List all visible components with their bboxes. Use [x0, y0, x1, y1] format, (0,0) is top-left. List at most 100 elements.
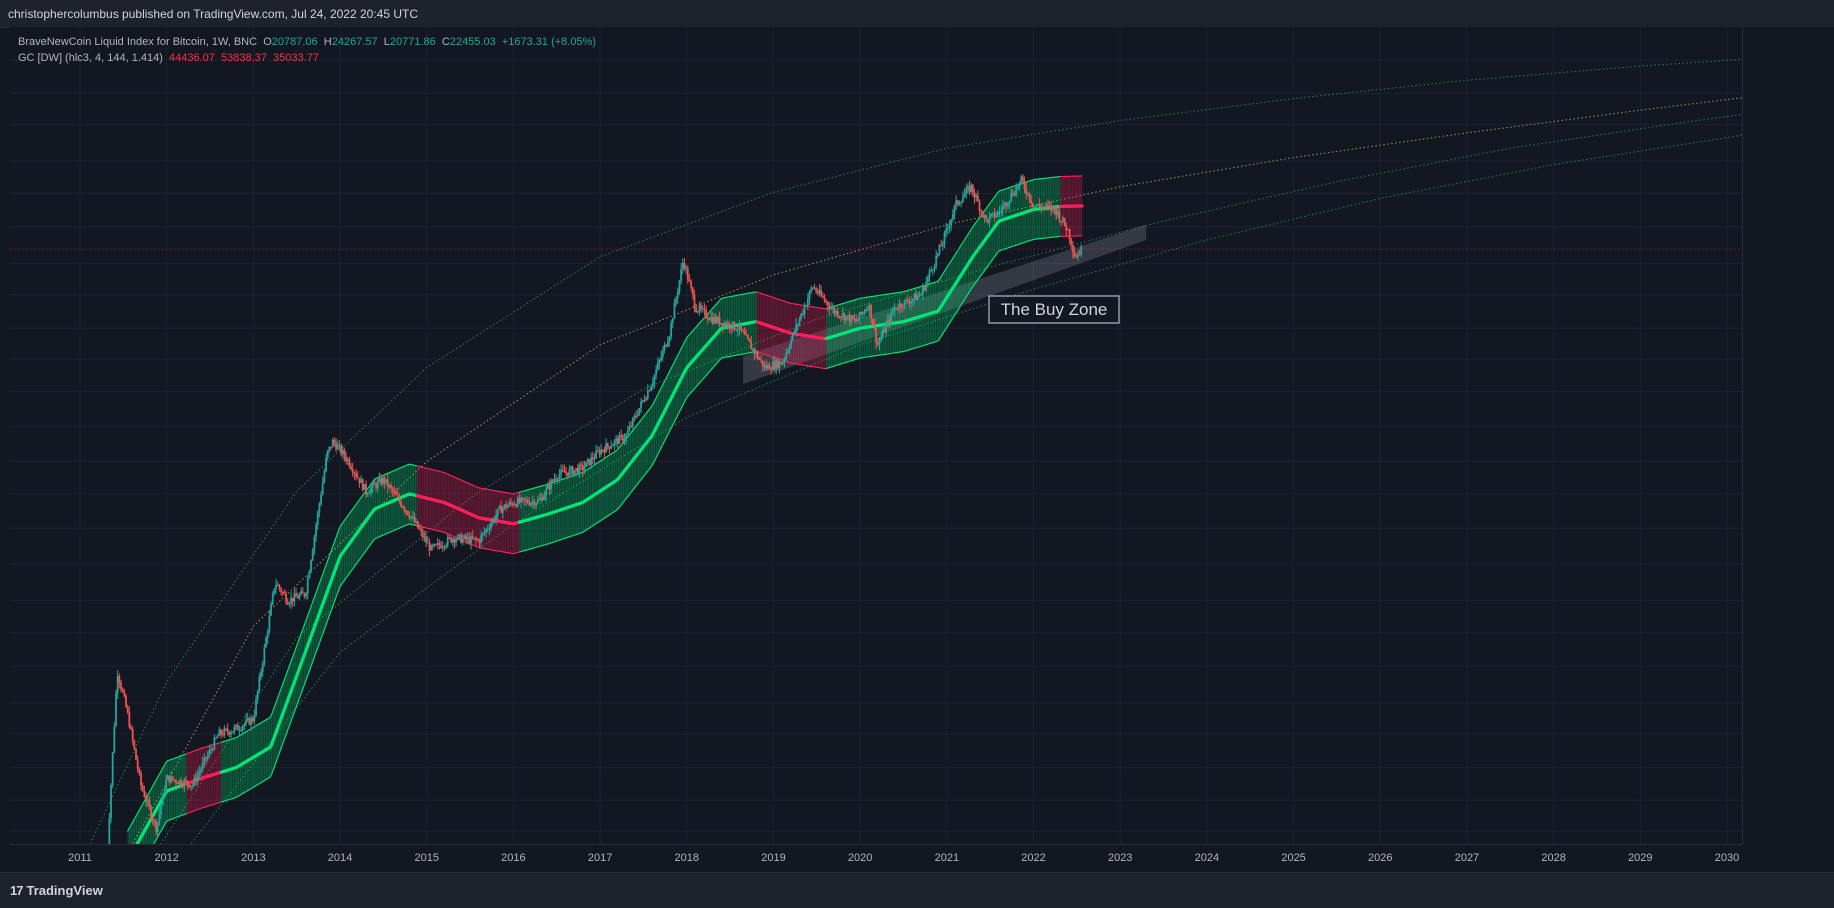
candle-body [1075, 256, 1077, 257]
candle-body [589, 459, 591, 465]
candle-body [1004, 203, 1006, 206]
candle-body [620, 435, 622, 436]
legend-indicator: GC [DW] (hlc3, 4, 144, 1.414) [18, 52, 163, 64]
candle-body [752, 349, 754, 350]
candle-body [113, 726, 115, 753]
candle-body [965, 189, 967, 194]
candle-body [207, 755, 209, 759]
candle-body [133, 740, 135, 749]
candle-body [1060, 221, 1062, 222]
candle-body [940, 245, 942, 246]
candle-body [1007, 204, 1009, 206]
candle-body [1030, 200, 1032, 203]
candle-body [874, 325, 876, 328]
candle-body [545, 489, 547, 496]
candle-body [637, 415, 639, 416]
candle-body [409, 515, 411, 518]
candle-body [163, 793, 165, 794]
legend-close: 22455.03 [450, 36, 496, 48]
candle-body [402, 506, 404, 507]
candle-body [890, 312, 892, 322]
candle-body [195, 777, 197, 781]
candle-body [910, 301, 912, 304]
candle-body [727, 323, 729, 326]
candle-body [719, 317, 721, 324]
candle-body [735, 329, 737, 330]
candle-body [1039, 204, 1041, 206]
candle-body [347, 459, 349, 461]
candle-body [110, 785, 112, 818]
candle-body [143, 790, 145, 797]
candle-body [919, 295, 921, 296]
candle-body [222, 734, 224, 735]
candle-body [417, 521, 419, 528]
candle-body [185, 780, 187, 781]
candle-body [363, 484, 365, 490]
candle-body [662, 350, 664, 357]
candle-body [875, 328, 877, 342]
candle-body [307, 578, 309, 593]
candle-body [499, 506, 501, 509]
candle-body [233, 727, 235, 731]
candle-body [1065, 225, 1067, 230]
candle-body [569, 469, 571, 476]
time-axis[interactable] [10, 844, 1742, 873]
candle-body [157, 822, 159, 832]
candle-body [802, 314, 804, 315]
buy-zone-label: The Buy Zone [1001, 300, 1108, 319]
candle-body [860, 312, 862, 314]
candle-body [972, 185, 974, 193]
candle-body [789, 347, 791, 350]
candle-body [435, 544, 437, 545]
candle-body [595, 451, 597, 459]
candle-body [480, 535, 482, 543]
candle-body [273, 589, 275, 594]
candle-body [325, 458, 327, 471]
candle-body [917, 296, 919, 300]
candle-body [380, 478, 382, 484]
candle-body [695, 308, 697, 312]
candle-body [814, 288, 816, 289]
candle-body [850, 316, 852, 322]
candle-body [510, 502, 512, 503]
candle-body [610, 446, 612, 448]
candle-body [445, 545, 447, 547]
candle-body [424, 536, 426, 537]
candle-body [900, 304, 902, 308]
candle-body [929, 271, 931, 277]
candle-body [785, 353, 787, 358]
price-axis[interactable] [1742, 27, 1834, 844]
candle-body [899, 304, 901, 309]
candle-body [323, 471, 325, 482]
candle-body [1017, 187, 1019, 188]
candle-body [990, 214, 992, 216]
candle-body [430, 545, 432, 550]
tradingview-logo-icon: 17 [10, 883, 22, 898]
candle-body [864, 312, 866, 313]
candle-body [118, 676, 120, 682]
candle-body [215, 738, 217, 739]
candle-body [964, 194, 966, 197]
candle-body [407, 511, 409, 515]
candle-body [460, 535, 462, 543]
candle-body [629, 426, 631, 430]
candle-body [775, 360, 777, 369]
candle-body [320, 495, 322, 504]
candle-body [338, 445, 340, 446]
candle-body [674, 303, 676, 319]
candle-body [253, 716, 255, 722]
candle-body [607, 443, 609, 446]
candle-body [1055, 209, 1057, 215]
candle-body [845, 316, 847, 320]
candle-body [162, 794, 164, 806]
candle-body [260, 672, 262, 677]
candle-body [484, 532, 486, 533]
candle-body [509, 502, 511, 505]
candle-body [1032, 203, 1034, 207]
candle-body [328, 447, 330, 451]
candle-body [560, 470, 562, 474]
candle-body [312, 550, 314, 560]
candle-body [140, 773, 142, 785]
